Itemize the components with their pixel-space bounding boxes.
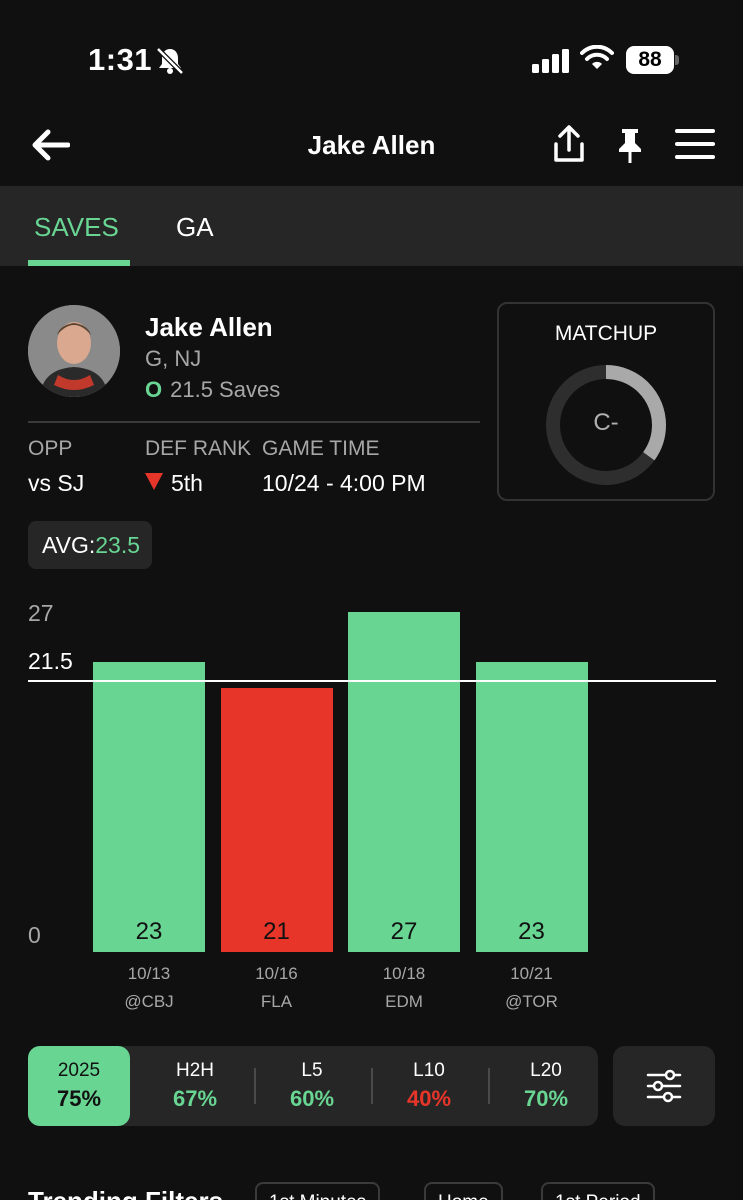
filter-separator xyxy=(371,1068,373,1104)
status-bar: 1:31 88 xyxy=(0,0,743,110)
def-rank-value: 5th xyxy=(171,470,203,496)
player-position-team: G, NJ xyxy=(145,346,202,371)
nav-bar: Jake Allen xyxy=(0,110,743,186)
hit-rate-filters: 2025 75% H2H 67% L5 60% L10 40% L20 70% xyxy=(28,1046,598,1126)
filter-label: 2025 xyxy=(57,1060,101,1081)
filter-pct: 60% xyxy=(289,1086,335,1111)
battery-indicator: 88 xyxy=(626,46,674,74)
def-rank-value-wrap: 5th xyxy=(145,470,203,497)
trending-filters-title: Trending Filters xyxy=(28,1186,223,1200)
over-under-indicator: O xyxy=(145,377,163,402)
filter-l10[interactable]: L10 40% xyxy=(372,1046,486,1126)
trending-chip[interactable]: 1st Minutes xyxy=(255,1182,381,1200)
filter-pct: 67% xyxy=(172,1086,218,1111)
tab-ga[interactable]: GA xyxy=(176,212,214,242)
active-tab-indicator xyxy=(28,260,130,266)
filter-separator xyxy=(254,1068,256,1104)
x-tick-opponent: @TOR xyxy=(505,992,558,1011)
filter-label: L20 xyxy=(530,1060,562,1081)
down-triangle-icon xyxy=(145,473,163,490)
bar-value-label: 27 xyxy=(390,918,418,945)
x-tick-date: 10/18 xyxy=(382,964,426,983)
page-title: Jake Allen xyxy=(307,130,436,160)
saves-bar-chart: 27 21.5 0 23 10/13 @CBJ 21 10/16 FLA 27 10/18 ED… xyxy=(0,590,743,1030)
filter-pct: 75% xyxy=(56,1086,102,1111)
y-tick-line: 21.5 xyxy=(28,648,73,674)
back-arrow-icon[interactable] xyxy=(30,128,70,162)
battery-cap xyxy=(675,55,679,65)
pin-icon[interactable] xyxy=(614,126,646,166)
trending-chip[interactable]: 1st Period xyxy=(541,1182,655,1200)
player-headshot-image xyxy=(28,305,120,397)
wifi-icon xyxy=(580,45,614,69)
opp-value: vs SJ xyxy=(28,470,85,496)
divider xyxy=(28,421,480,423)
prop-line-marker xyxy=(28,680,716,683)
status-time: 1:31 xyxy=(88,42,153,77)
chart-bar[interactable] xyxy=(348,612,460,952)
filter-settings-button[interactable] xyxy=(613,1046,715,1126)
filter-label: L5 xyxy=(301,1060,323,1081)
matchup-ring-fill xyxy=(546,365,666,485)
filter-h2h[interactable]: H2H 67% xyxy=(138,1046,252,1126)
chart-bar[interactable] xyxy=(475,662,588,952)
x-tick-date: 10/16 xyxy=(255,964,298,983)
avg-value: 23.5 xyxy=(95,532,141,558)
menu-icon[interactable] xyxy=(675,128,715,160)
prop-line-text: 21.5 Saves xyxy=(170,377,281,402)
player-name: Jake Allen xyxy=(145,312,273,342)
filter-pct: 40% xyxy=(406,1086,452,1111)
game-time-value: 10/24 - 4:00 PM xyxy=(262,470,426,496)
stat-tabs: SAVES GA xyxy=(0,186,743,266)
filter-label: H2H xyxy=(175,1060,214,1081)
sliders-icon xyxy=(646,1069,682,1103)
opp-label: OPP xyxy=(28,437,73,460)
def-rank-label: DEF RANK xyxy=(145,437,252,460)
bar-value-label: 23 xyxy=(518,918,545,945)
filter-separator xyxy=(488,1068,490,1104)
chart-bar[interactable] xyxy=(220,687,333,952)
bar-value-label: 21 xyxy=(263,918,290,945)
y-tick-zero: 0 xyxy=(28,922,41,948)
matchup-card[interactable]: MATCHUP C- xyxy=(497,302,715,501)
filter-pct: 70% xyxy=(523,1086,569,1111)
matchup-ring-gauge xyxy=(546,365,666,485)
signal-icon xyxy=(532,49,569,73)
x-tick-date: 10/21 xyxy=(510,964,553,983)
filter-l20[interactable]: L20 70% xyxy=(489,1046,603,1126)
x-tick-opponent: FLA xyxy=(260,992,293,1011)
average-badge: AVG:23.5 xyxy=(28,521,152,569)
player-prop-line: O 21.5 Saves xyxy=(145,377,280,403)
tab-saves[interactable]: SAVES xyxy=(34,212,119,242)
trending-chip[interactable]: Home xyxy=(424,1182,503,1200)
x-tick-opponent: EDM xyxy=(385,992,423,1011)
matchup-grade: C- xyxy=(593,409,619,436)
avg-label: AVG: xyxy=(42,532,96,558)
bell-slash-icon xyxy=(156,47,184,75)
filter-l5[interactable]: L5 60% xyxy=(255,1046,369,1126)
filter-label: L10 xyxy=(413,1060,445,1081)
share-icon[interactable] xyxy=(552,124,586,164)
bar-value-label: 23 xyxy=(135,918,163,945)
avatar xyxy=(28,305,120,397)
filter-2025[interactable]: 2025 75% xyxy=(28,1046,130,1126)
x-tick-opponent: @CBJ xyxy=(124,992,174,1011)
y-tick-max: 27 xyxy=(28,600,54,626)
matchup-title: MATCHUP xyxy=(554,322,658,345)
game-time-label: GAME TIME xyxy=(262,437,380,460)
chart-bar[interactable] xyxy=(93,662,205,952)
x-tick-date: 10/13 xyxy=(127,964,171,983)
